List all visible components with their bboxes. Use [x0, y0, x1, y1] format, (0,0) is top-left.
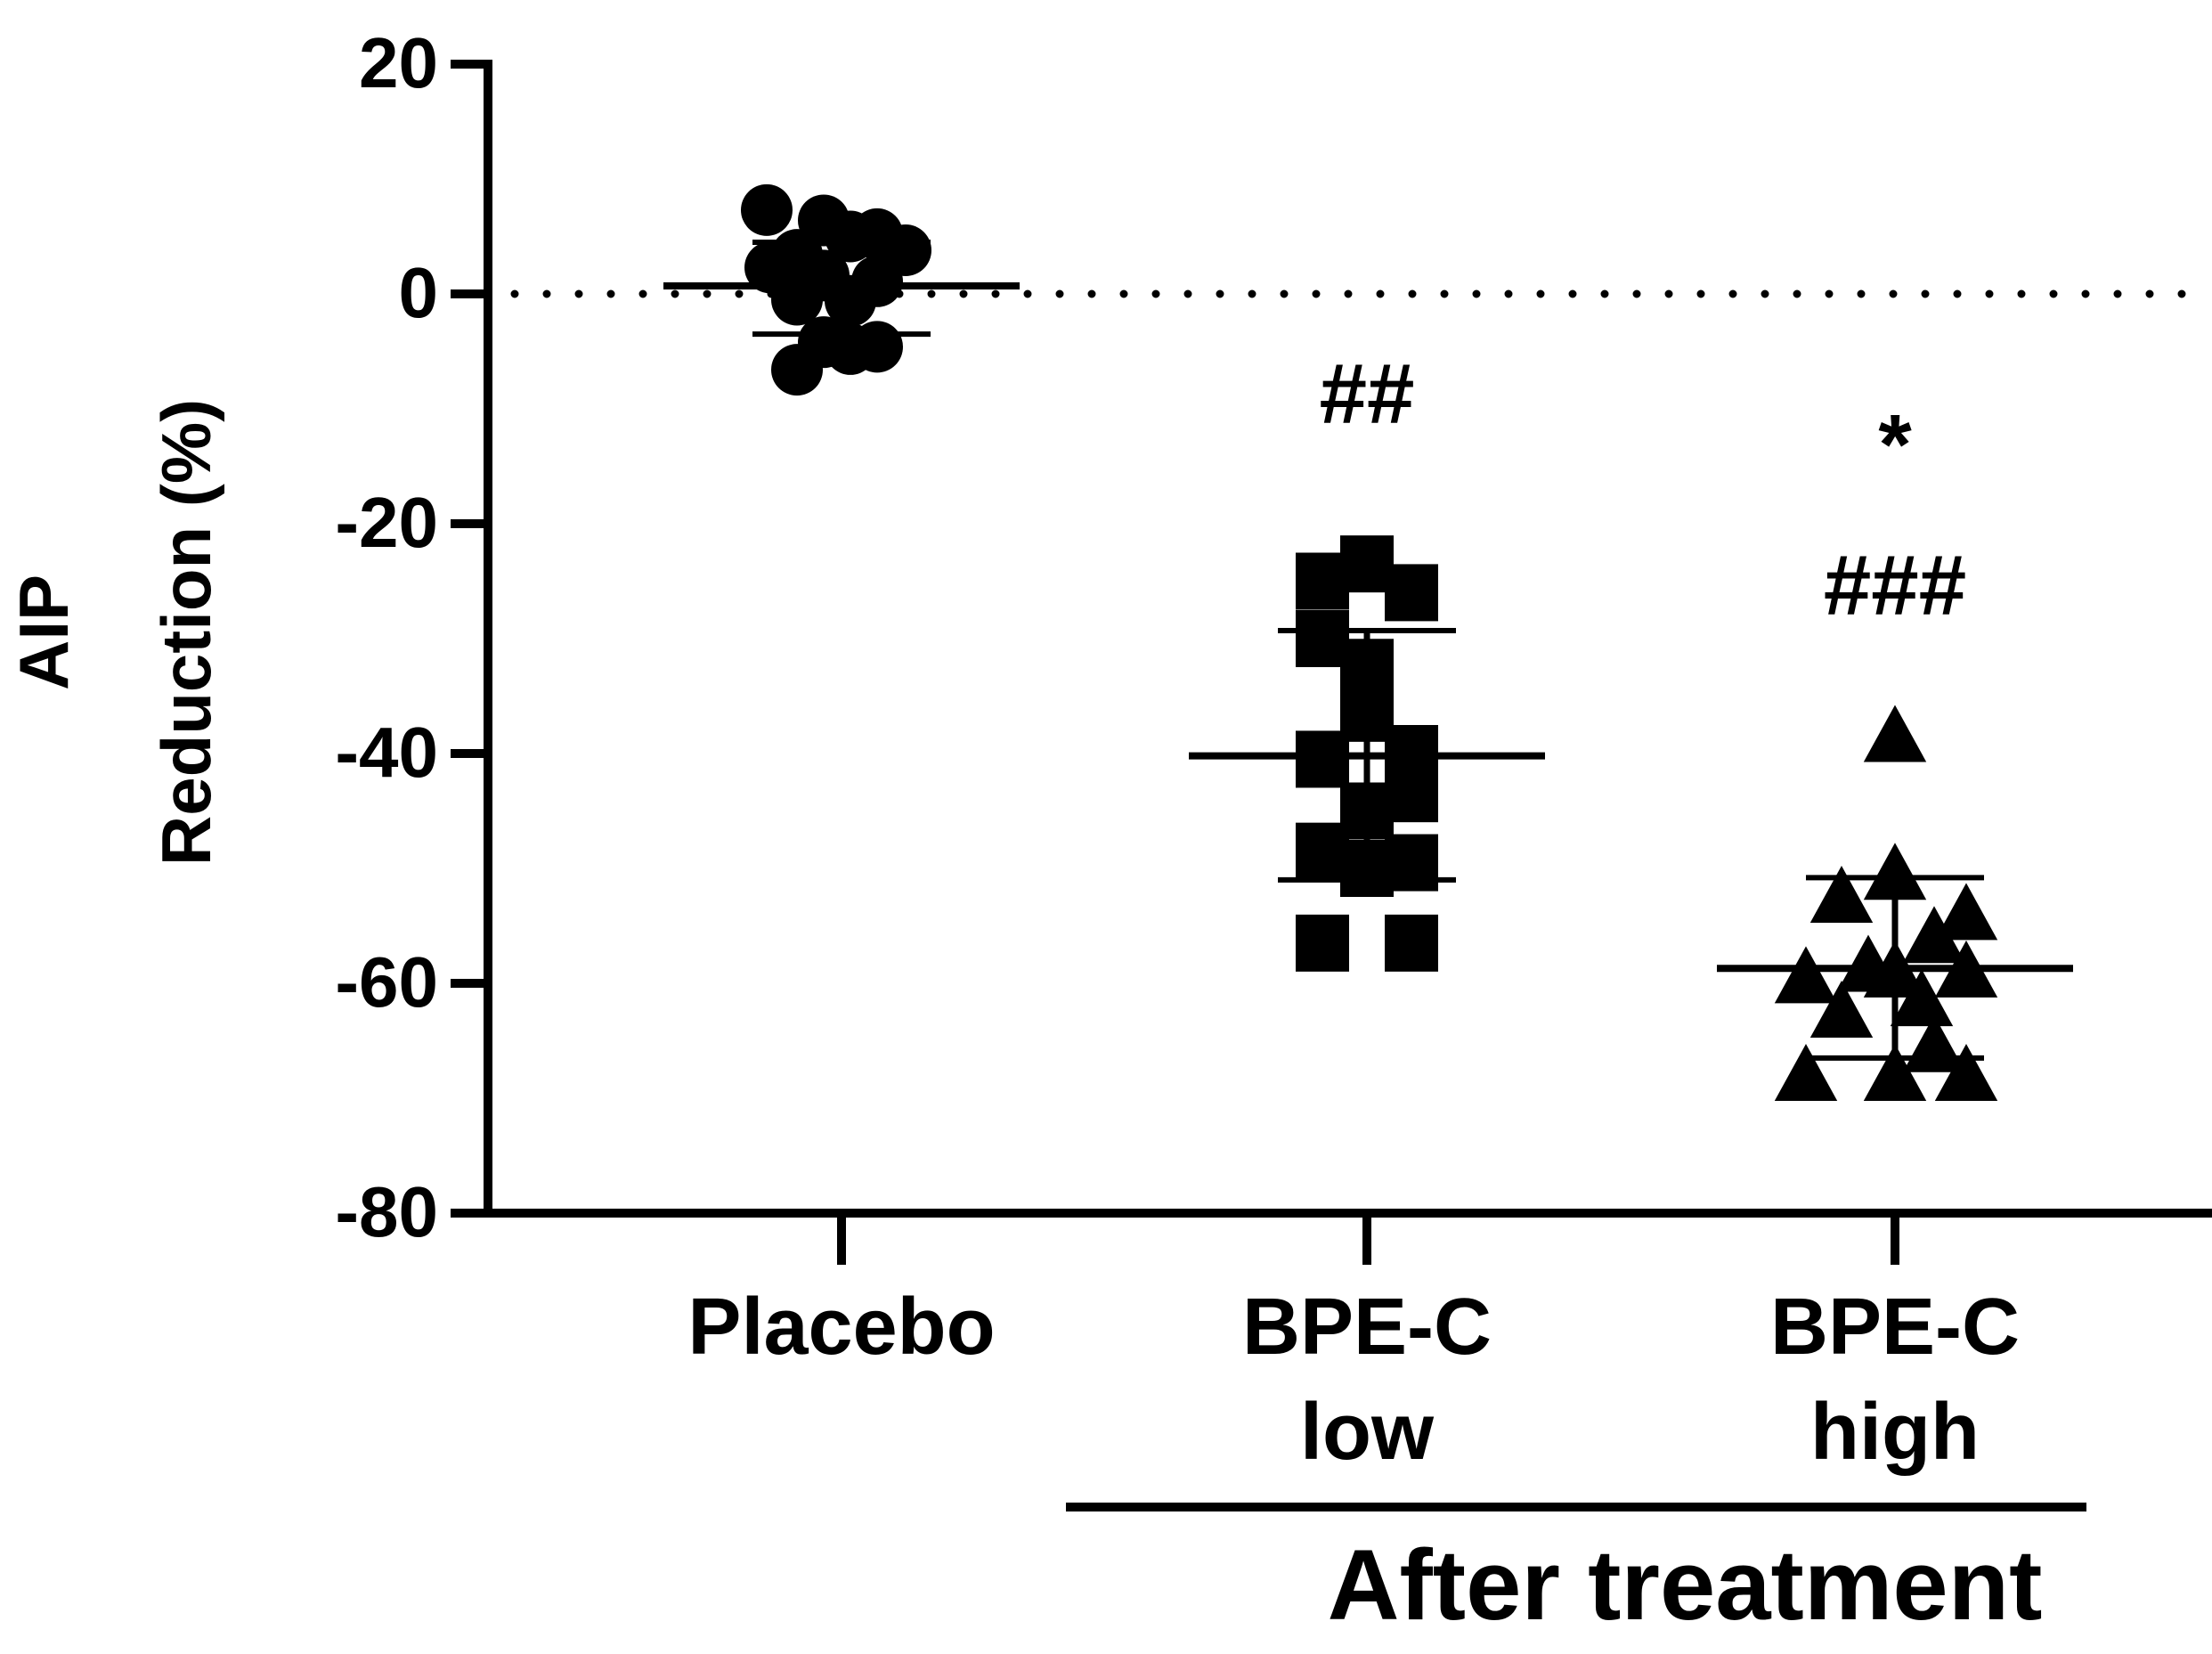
x-category-labels: Placebo BPE-C low BPE-C high: [687, 1213, 2020, 1477]
x-category-label: BPE-C: [1770, 1283, 2020, 1372]
data-point-square: [1385, 834, 1438, 892]
group-bracket-label: After treatment: [1328, 1529, 2043, 1641]
y-tick-label: -60: [335, 942, 438, 1022]
significance-hash-low: ##: [1320, 346, 1415, 442]
data-point-square: [1296, 914, 1349, 972]
x-category-label: high: [1810, 1388, 1980, 1477]
x-category-label: low: [1300, 1388, 1435, 1477]
data-point-triangle: [1774, 1044, 1838, 1101]
x-category-label: Placebo: [687, 1283, 995, 1372]
data-point-triangle: [1863, 705, 1927, 762]
y-tick-label: -80: [335, 1172, 438, 1251]
data-point-circle: [741, 183, 793, 236]
axes: [484, 60, 2212, 1218]
y-ticks: 20 0 -20 -40 -60 -80: [335, 23, 488, 1251]
x-category-label: BPE-C: [1242, 1283, 1492, 1372]
y-tick-label: -40: [335, 713, 438, 792]
y-tick-label: 20: [359, 23, 438, 102]
data-point-triangle: [1934, 1044, 1998, 1101]
data-point-triangle: [1890, 969, 1954, 1027]
data-point-square: [1385, 564, 1438, 622]
data-point-triangle: [1934, 883, 1998, 941]
data-point-triangle: [1863, 843, 1927, 900]
data-point-triangle: [1902, 906, 1966, 964]
significance-hash-high: ###: [1824, 538, 1966, 633]
data-point-square: [1385, 914, 1438, 972]
data-point-circle: [880, 224, 931, 276]
y-tick-label: 0: [399, 253, 439, 332]
data-point-triangle: [1863, 1044, 1927, 1101]
significance-star-high: *: [1878, 397, 1912, 493]
y-axis-label-line1: AIP: [4, 574, 83, 690]
data-point-triangle: [1809, 866, 1874, 924]
data-point-circle: [851, 321, 903, 373]
significance-annotations: ## * ###: [1320, 346, 1966, 633]
data-point-square: [1385, 765, 1438, 823]
y-tick-label: -20: [335, 483, 438, 562]
mean-sd-bars: [663, 239, 2073, 1061]
y-axis-label-line2: Reduction (%): [147, 399, 225, 866]
data-point-triangle: [1774, 946, 1838, 1004]
data-point-triangle: [1809, 981, 1874, 1039]
